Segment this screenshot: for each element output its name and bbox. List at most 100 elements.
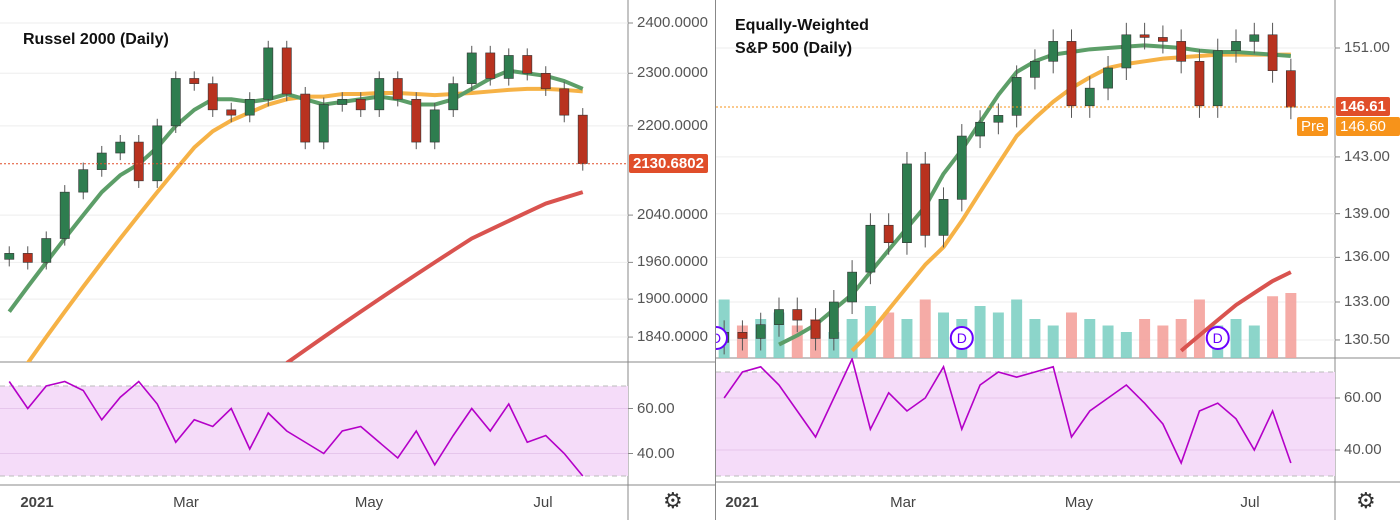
- volume-bar: [1047, 325, 1059, 358]
- ma_slow-line: [285, 190, 584, 362]
- volume-bar: [1175, 319, 1187, 358]
- candle: [1176, 41, 1187, 62]
- candle: [1030, 60, 1040, 78]
- volume-bar: [1157, 325, 1169, 358]
- price-tick-label: 1840.0000: [637, 328, 708, 346]
- candle: [902, 163, 912, 243]
- volume-bar: [1139, 319, 1151, 358]
- candle: [448, 83, 459, 111]
- candle: [281, 47, 292, 95]
- price-tick-label: 1900.0000: [637, 290, 708, 308]
- volume-bar: [919, 299, 931, 358]
- candle: [466, 52, 477, 84]
- rsi-tick-label: 40.00: [637, 444, 675, 462]
- x-label-mar-right: Mar: [890, 494, 916, 511]
- volume-bar: [901, 319, 913, 358]
- settings-gear-icon[interactable]: ⚙: [1356, 488, 1376, 513]
- candle: [883, 224, 894, 243]
- volume-bar: [1102, 325, 1114, 358]
- candle: [392, 78, 403, 100]
- candle: [737, 332, 748, 339]
- volume-bar: [1066, 312, 1077, 358]
- candle: [59, 191, 70, 239]
- dividend-marker-label: D: [1213, 330, 1223, 346]
- ma_slow-line: [1179, 270, 1292, 353]
- candle: [318, 104, 329, 143]
- candle: [810, 319, 821, 339]
- candle: [1066, 41, 1077, 107]
- candle: [207, 83, 218, 111]
- pre-market-badge: Pre: [1297, 117, 1329, 137]
- price-tick-label: 133.00: [1344, 292, 1390, 310]
- chart-title-russell: Russel 2000 (Daily): [23, 31, 169, 48]
- rsi-tick-label: 40.00: [1344, 441, 1382, 458]
- candle: [374, 78, 385, 111]
- candle: [975, 121, 985, 137]
- candle: [503, 55, 514, 79]
- rsi-line: [8, 380, 584, 477]
- candle: [115, 141, 126, 154]
- x-label-mar-left: Mar: [173, 494, 199, 511]
- candle: [956, 135, 967, 200]
- price-tick-label: 1960.0000: [637, 253, 708, 271]
- rsi-band: [716, 372, 1335, 476]
- price-tick-label: 2040.0000: [637, 206, 708, 224]
- candle: [993, 115, 1004, 123]
- x-label-jul-left: Jul: [533, 494, 553, 511]
- volume-bar: [846, 319, 858, 358]
- pre-market-price-tag: 146.60: [1336, 117, 1400, 137]
- candle: [1212, 50, 1223, 107]
- volume-bar: [1029, 319, 1041, 358]
- candle: [300, 93, 311, 143]
- volume-bar: [1120, 332, 1132, 358]
- dividend-marker-label: D: [957, 330, 967, 346]
- price-tick-label: 2400.0000: [637, 14, 708, 31]
- volume-bar: [992, 312, 1004, 358]
- candle: [1103, 67, 1113, 89]
- candle: [244, 98, 255, 116]
- candle: [41, 238, 52, 263]
- candle: [1249, 34, 1260, 42]
- rsi-band: [0, 386, 628, 476]
- candle: [828, 301, 839, 339]
- candle: [755, 324, 766, 339]
- candle: [522, 55, 533, 74]
- volume-bar: [1084, 319, 1096, 358]
- price-tick-label: 130.50: [1344, 330, 1390, 348]
- price-tick-label: 136.00: [1344, 248, 1390, 266]
- price-tick-label: 2200.0000: [637, 116, 708, 134]
- volume-bar: [974, 306, 986, 358]
- candle: [4, 253, 15, 260]
- candle: [78, 169, 89, 193]
- candle: [1048, 41, 1059, 62]
- candle: [847, 271, 857, 303]
- volume-bar: [883, 312, 895, 358]
- candle: [263, 47, 274, 100]
- volume-bar: [1267, 296, 1279, 358]
- candle: [189, 78, 200, 84]
- dividend-marker-label: D: [711, 330, 721, 346]
- price-tick-label: 151.00: [1344, 39, 1390, 56]
- volume-bar: [1193, 299, 1205, 358]
- candle: [337, 98, 348, 105]
- settings-gear-icon[interactable]: ⚙: [663, 488, 683, 513]
- candle: [133, 141, 144, 182]
- candle: [540, 73, 551, 90]
- candle: [355, 98, 366, 111]
- x-label-may-left: May: [354, 494, 384, 511]
- candle: [1011, 77, 1022, 116]
- candle: [577, 114, 588, 164]
- candle: [1231, 41, 1241, 51]
- candle: [485, 52, 496, 79]
- price-tick-label: 139.00: [1344, 204, 1390, 222]
- chart-title-sp500-line1: Equally-Weighted: [735, 17, 869, 34]
- last-price-tag: 146.61: [1336, 97, 1390, 117]
- volume-bar: [1230, 319, 1242, 358]
- dividend-marker-icon: [716, 326, 728, 350]
- candle: [152, 125, 163, 182]
- candle: [1084, 87, 1095, 107]
- price-tick-label: 143.00: [1344, 147, 1390, 165]
- volume-bar: [1011, 299, 1023, 358]
